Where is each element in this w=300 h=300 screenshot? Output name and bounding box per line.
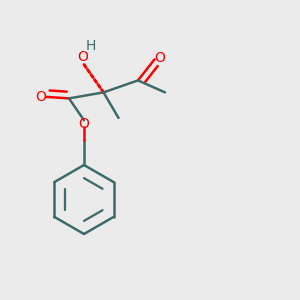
Text: O: O [79,117,89,131]
Text: O: O [154,51,165,65]
Text: H: H [86,39,96,53]
Text: O: O [36,90,46,104]
Text: O: O [77,50,88,64]
